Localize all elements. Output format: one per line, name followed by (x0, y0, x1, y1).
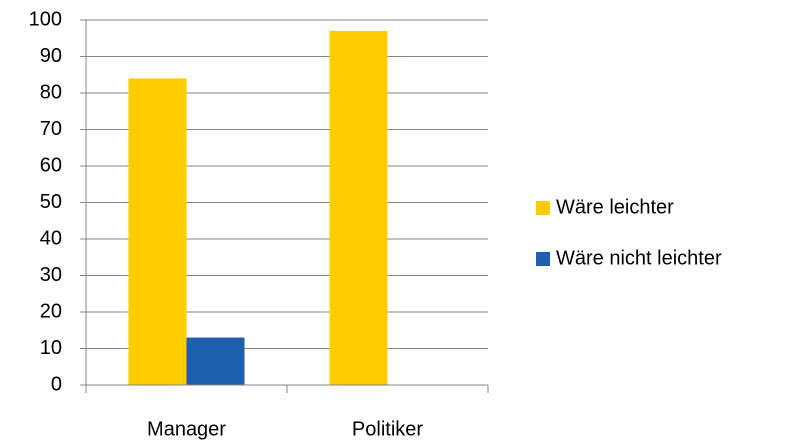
x-tick-label: Manager (147, 418, 226, 440)
bar (128, 78, 187, 386)
y-tick-label: 10 (40, 337, 62, 359)
legend-swatch (536, 252, 550, 266)
legend-swatch (536, 201, 550, 215)
y-tick-label: 100 (29, 8, 62, 30)
bar (186, 337, 245, 385)
y-tick-label: 60 (40, 154, 62, 176)
legend-label: Wäre nicht leichter (556, 247, 722, 269)
x-tick-label: Politiker (352, 418, 423, 440)
y-tick-label: 50 (40, 191, 62, 213)
y-tick-label: 80 (40, 81, 62, 103)
y-tick-label: 90 (40, 45, 62, 67)
y-tick-label: 70 (40, 118, 62, 140)
y-tick-label: 40 (40, 227, 62, 249)
y-tick-label: 30 (40, 264, 62, 286)
y-tick-label: 20 (40, 300, 62, 322)
y-tick-label: 0 (51, 373, 62, 395)
bar (329, 30, 388, 385)
legend-label: Wäre leichter (556, 196, 674, 218)
